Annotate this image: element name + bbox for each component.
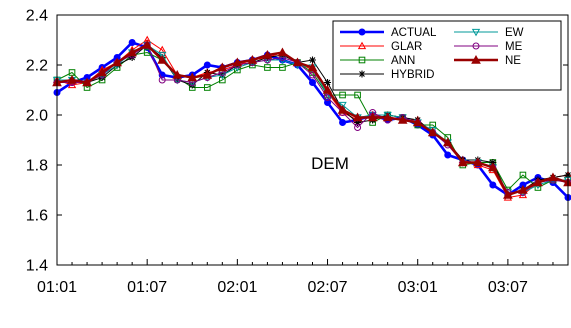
data-point-hybrid: [354, 119, 362, 126]
legend-item-ne: NE: [454, 54, 521, 67]
legend-label-ann: ANN: [391, 55, 415, 67]
legend-marker-ne: [471, 54, 481, 64]
series-ne: [52, 39, 571, 199]
series-layer: [52, 35, 571, 201]
data-point-ne: [548, 172, 558, 182]
data-point-ne: [412, 117, 423, 127]
data-point-ann: [519, 171, 527, 179]
data-point-me: [158, 76, 166, 84]
legend-item-me: ME: [454, 41, 523, 53]
data-point-ne: [157, 54, 168, 64]
data-point-ne: [97, 67, 107, 77]
y-tick-label: 1.8: [26, 158, 48, 175]
legend-label-hybrid: HYBRID: [391, 69, 434, 81]
legend-label-ne: NE: [505, 55, 521, 67]
data-point-ne: [382, 112, 393, 122]
data-point-ne: [337, 104, 348, 114]
legend-marker-me: [472, 42, 480, 50]
data-point-ne: [488, 162, 498, 172]
data-point-ann: [203, 84, 211, 91]
data-point-ew: [158, 51, 167, 60]
data-point-ne: [457, 157, 468, 167]
data-point-ne: [67, 74, 77, 84]
data-point-ann: [354, 91, 361, 99]
data-point-ne: [307, 62, 318, 72]
data-point-ne: [82, 77, 92, 87]
x-tick-label: 03:07: [488, 279, 528, 296]
data-point-ann: [279, 64, 286, 71]
x-tick-label: 02:01: [217, 279, 257, 296]
data-point-ne: [247, 54, 258, 64]
data-point-ne: [503, 189, 513, 199]
data-point-ne: [127, 47, 137, 57]
data-point-ne: [367, 112, 378, 122]
data-point-ne: [427, 127, 438, 137]
legend-item-ann: ANN: [340, 55, 415, 67]
legend-label-actual: ACTUAL: [391, 27, 437, 39]
data-point-hybrid: [324, 79, 332, 86]
data-point-ne: [518, 184, 528, 194]
data-point-ne: [322, 84, 333, 94]
data-point-ann: [264, 64, 271, 71]
legend-item-hybrid: HYBRID: [340, 69, 434, 81]
data-point-hybrid: [309, 56, 316, 64]
data-point-ne: [352, 112, 363, 122]
data-point-me: [354, 124, 362, 131]
x-tick-label: 01:01: [37, 279, 77, 296]
legend-marker-ew: [471, 28, 481, 37]
legend-item-ew: EW: [454, 27, 524, 39]
data-point-actual: [489, 181, 497, 189]
data-point-actual: [128, 39, 136, 46]
data-point-ne: [232, 57, 243, 67]
data-point-actual: [339, 119, 347, 126]
y-axis: 1.4 1.6 1.8 2.0 2.2 2.4: [26, 8, 568, 275]
legend-marker-ann: [358, 56, 366, 64]
y-tick-label: 2.2: [26, 58, 48, 75]
data-point-ann: [339, 91, 346, 99]
data-point-ne: [277, 47, 288, 57]
data-point-ne: [472, 157, 483, 167]
data-point-ne: [442, 137, 453, 147]
data-point-me: [324, 94, 332, 101]
legend-marker-glar: [357, 41, 367, 50]
data-point-ne: [262, 49, 273, 59]
data-point-actual: [444, 151, 452, 159]
y-tick-label: 2.0: [26, 108, 48, 125]
legend: ACTUAL GLAR ANN HYBRID EW ME NE: [332, 20, 562, 91]
data-point-ne: [217, 62, 228, 72]
legend-item-glar: GLAR: [340, 41, 422, 53]
legend-label-glar: GLAR: [391, 41, 422, 53]
legend-label-ew: EW: [505, 27, 524, 39]
data-point-ne: [533, 177, 543, 187]
data-point-ne: [202, 69, 213, 79]
data-point-me: [309, 71, 316, 79]
data-point-ne: [397, 114, 408, 124]
data-point-ne: [292, 57, 303, 67]
legend-label-me: ME: [505, 41, 523, 53]
data-point-ew: [383, 111, 392, 120]
data-point-ne: [172, 69, 183, 79]
y-tick-label: 2.4: [26, 8, 48, 25]
y-tick-label: 1.6: [26, 208, 48, 225]
x-tick-label: 02:07: [308, 279, 348, 296]
data-point-actual: [324, 99, 332, 106]
y-tick-label: 1.4: [26, 258, 48, 275]
data-point-actual: [203, 61, 211, 69]
legend-marker-hybrid: [358, 70, 366, 78]
data-point-ne: [112, 57, 122, 67]
legend-item-actual: ACTUAL: [340, 27, 437, 39]
data-point-actual: [309, 79, 316, 86]
chart-annotation: DEM: [311, 154, 349, 173]
data-point-ne: [142, 39, 153, 49]
data-point-ew: [338, 101, 347, 110]
legend-marker-actual: [358, 28, 366, 36]
x-tick-label: 01:07: [127, 279, 167, 296]
x-axis: 01:01 01:07 02:01 02:07 03:01 03:07: [37, 259, 569, 296]
data-point-ne: [187, 72, 198, 82]
x-tick-label: 03:01: [398, 279, 438, 296]
